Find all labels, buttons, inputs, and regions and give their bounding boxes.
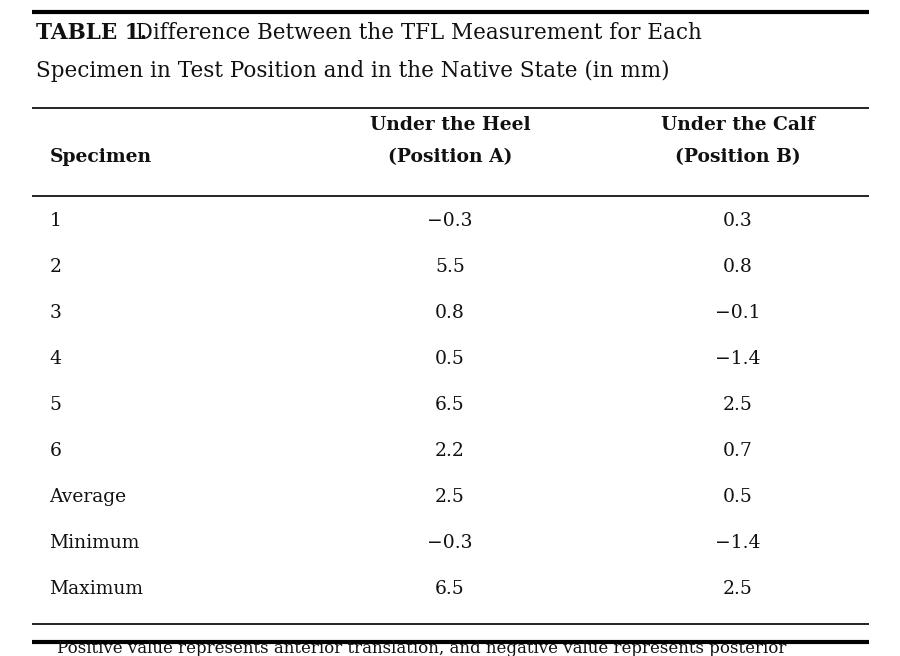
Text: −1.4: −1.4 [716, 350, 760, 368]
Text: 0.5: 0.5 [435, 350, 465, 368]
Text: 6: 6 [50, 442, 61, 460]
Text: 2.2: 2.2 [435, 442, 465, 460]
Text: Minimum: Minimum [50, 534, 140, 552]
Text: 0.5: 0.5 [723, 488, 753, 506]
Text: Under the Heel: Under the Heel [370, 116, 530, 134]
Text: Under the Calf: Under the Calf [661, 116, 815, 134]
Text: 5: 5 [50, 396, 61, 414]
Text: 6.5: 6.5 [435, 396, 465, 414]
Text: Difference Between the TFL Measurement for Each: Difference Between the TFL Measurement f… [122, 22, 701, 44]
Text: (Position B): (Position B) [675, 148, 801, 166]
Text: 2: 2 [50, 258, 61, 276]
Text: −0.3: −0.3 [428, 534, 473, 552]
Text: Maximum: Maximum [50, 580, 143, 598]
Text: Specimen in Test Position and in the Native State (in mm): Specimen in Test Position and in the Nat… [35, 60, 669, 82]
Text: TABLE 1.: TABLE 1. [35, 22, 147, 44]
Text: 0.8: 0.8 [435, 304, 465, 322]
Text: 4: 4 [50, 350, 61, 368]
Text: Positive value represents anterior translation, and negative value represents po: Positive value represents anterior trans… [35, 640, 786, 656]
Text: 3: 3 [50, 304, 61, 322]
Text: 5.5: 5.5 [435, 258, 465, 276]
Text: 2.5: 2.5 [435, 488, 465, 506]
Text: −0.1: −0.1 [716, 304, 760, 322]
Text: 1: 1 [50, 212, 61, 230]
Text: 2.5: 2.5 [723, 580, 753, 598]
Text: −1.4: −1.4 [716, 534, 760, 552]
Text: 2.5: 2.5 [723, 396, 753, 414]
Text: 0.7: 0.7 [723, 442, 753, 460]
Text: Specimen: Specimen [50, 148, 151, 166]
Text: 0.3: 0.3 [723, 212, 753, 230]
Text: 0.8: 0.8 [723, 258, 753, 276]
Text: (Position A): (Position A) [388, 148, 512, 166]
Text: −0.3: −0.3 [428, 212, 473, 230]
Text: 6.5: 6.5 [435, 580, 465, 598]
Text: Average: Average [50, 488, 127, 506]
